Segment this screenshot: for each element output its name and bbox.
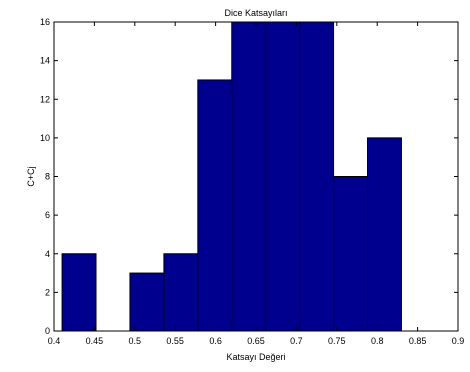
x-tick-label-8: 0.75 — [328, 336, 346, 346]
y-tick-label-6: 10 — [40, 133, 50, 143]
histogram-bar-10 — [367, 137, 402, 332]
x-tick-label-6: 0.65 — [247, 336, 265, 346]
x-tick-label-11: 0.9 — [452, 336, 465, 346]
y-tick-label-9: 16 — [40, 17, 50, 27]
y-axis-title: C+Cj — [26, 166, 36, 186]
y-tick-label-2: 2 — [45, 287, 50, 297]
x-tick-label-4: 0.55 — [166, 336, 184, 346]
y-tick-label-1: 0 — [45, 326, 50, 336]
histogram-bar-4 — [163, 253, 199, 332]
y-tick-label-7: 12 — [40, 94, 50, 104]
x-axis-ticks: 0.4 0.45 0.5 0.55 0.6 0.65 0.7 0.75 0.8 0.85 0.9 — [48, 22, 465, 346]
x-tick-label-7: 0.7 — [290, 336, 303, 346]
x-tick-label-3: 0.5 — [129, 336, 142, 346]
histogram-bar-5 — [197, 79, 233, 332]
histogram-bar-3 — [129, 272, 165, 332]
histogram-bar-7 — [265, 21, 301, 332]
y-axis-ticks: 0 2 4 6 8 10 12 14 16 — [40, 17, 458, 336]
bars-layer — [61, 21, 402, 332]
histogram-bar-6 — [231, 21, 267, 332]
y-tick-label-8: 14 — [40, 56, 50, 66]
x-tick-label-1: 0.4 — [48, 336, 61, 346]
histogram-bar-9 — [333, 176, 369, 332]
chart-title: Dice Katsayıları — [224, 8, 287, 18]
histogram-bar-8 — [299, 21, 335, 332]
x-tick-label-9: 0.8 — [371, 336, 384, 346]
y-tick-label-5: 8 — [45, 172, 50, 182]
x-tick-label-2: 0.45 — [86, 336, 104, 346]
y-tick-label-4: 6 — [45, 210, 50, 220]
y-tick-label-3: 4 — [45, 249, 50, 259]
x-tick-label-10: 0.85 — [409, 336, 427, 346]
histogram-bar-1 — [61, 253, 97, 332]
x-tick-label-5: 0.6 — [209, 336, 222, 346]
x-axis-title: Katsayı Değeri — [226, 352, 285, 362]
